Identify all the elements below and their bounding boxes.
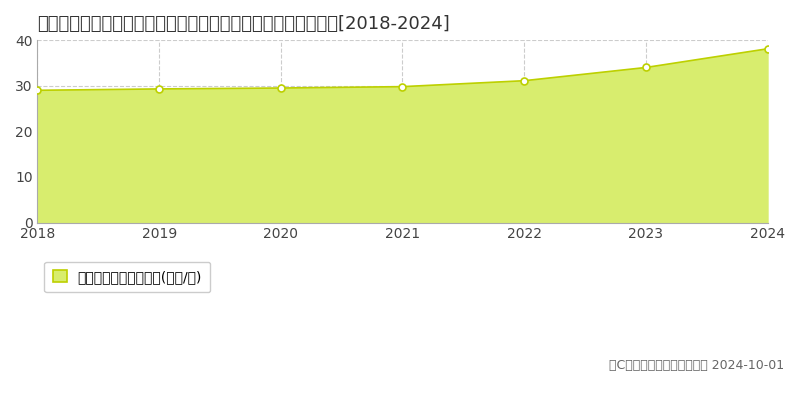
Text: 茨城県つくば市学園の森２丁目２９番３　基準地価　地価推移[2018-2024]: 茨城県つくば市学園の森２丁目２９番３ 基準地価 地価推移[2018-2024]: [38, 15, 450, 33]
Legend: 基準地価　平均坊単価(万円/坊): 基準地価 平均坊単価(万円/坊): [45, 262, 210, 292]
Text: （C）土地価格ドットコム　 2024-10-01: （C）土地価格ドットコム 2024-10-01: [609, 359, 784, 372]
